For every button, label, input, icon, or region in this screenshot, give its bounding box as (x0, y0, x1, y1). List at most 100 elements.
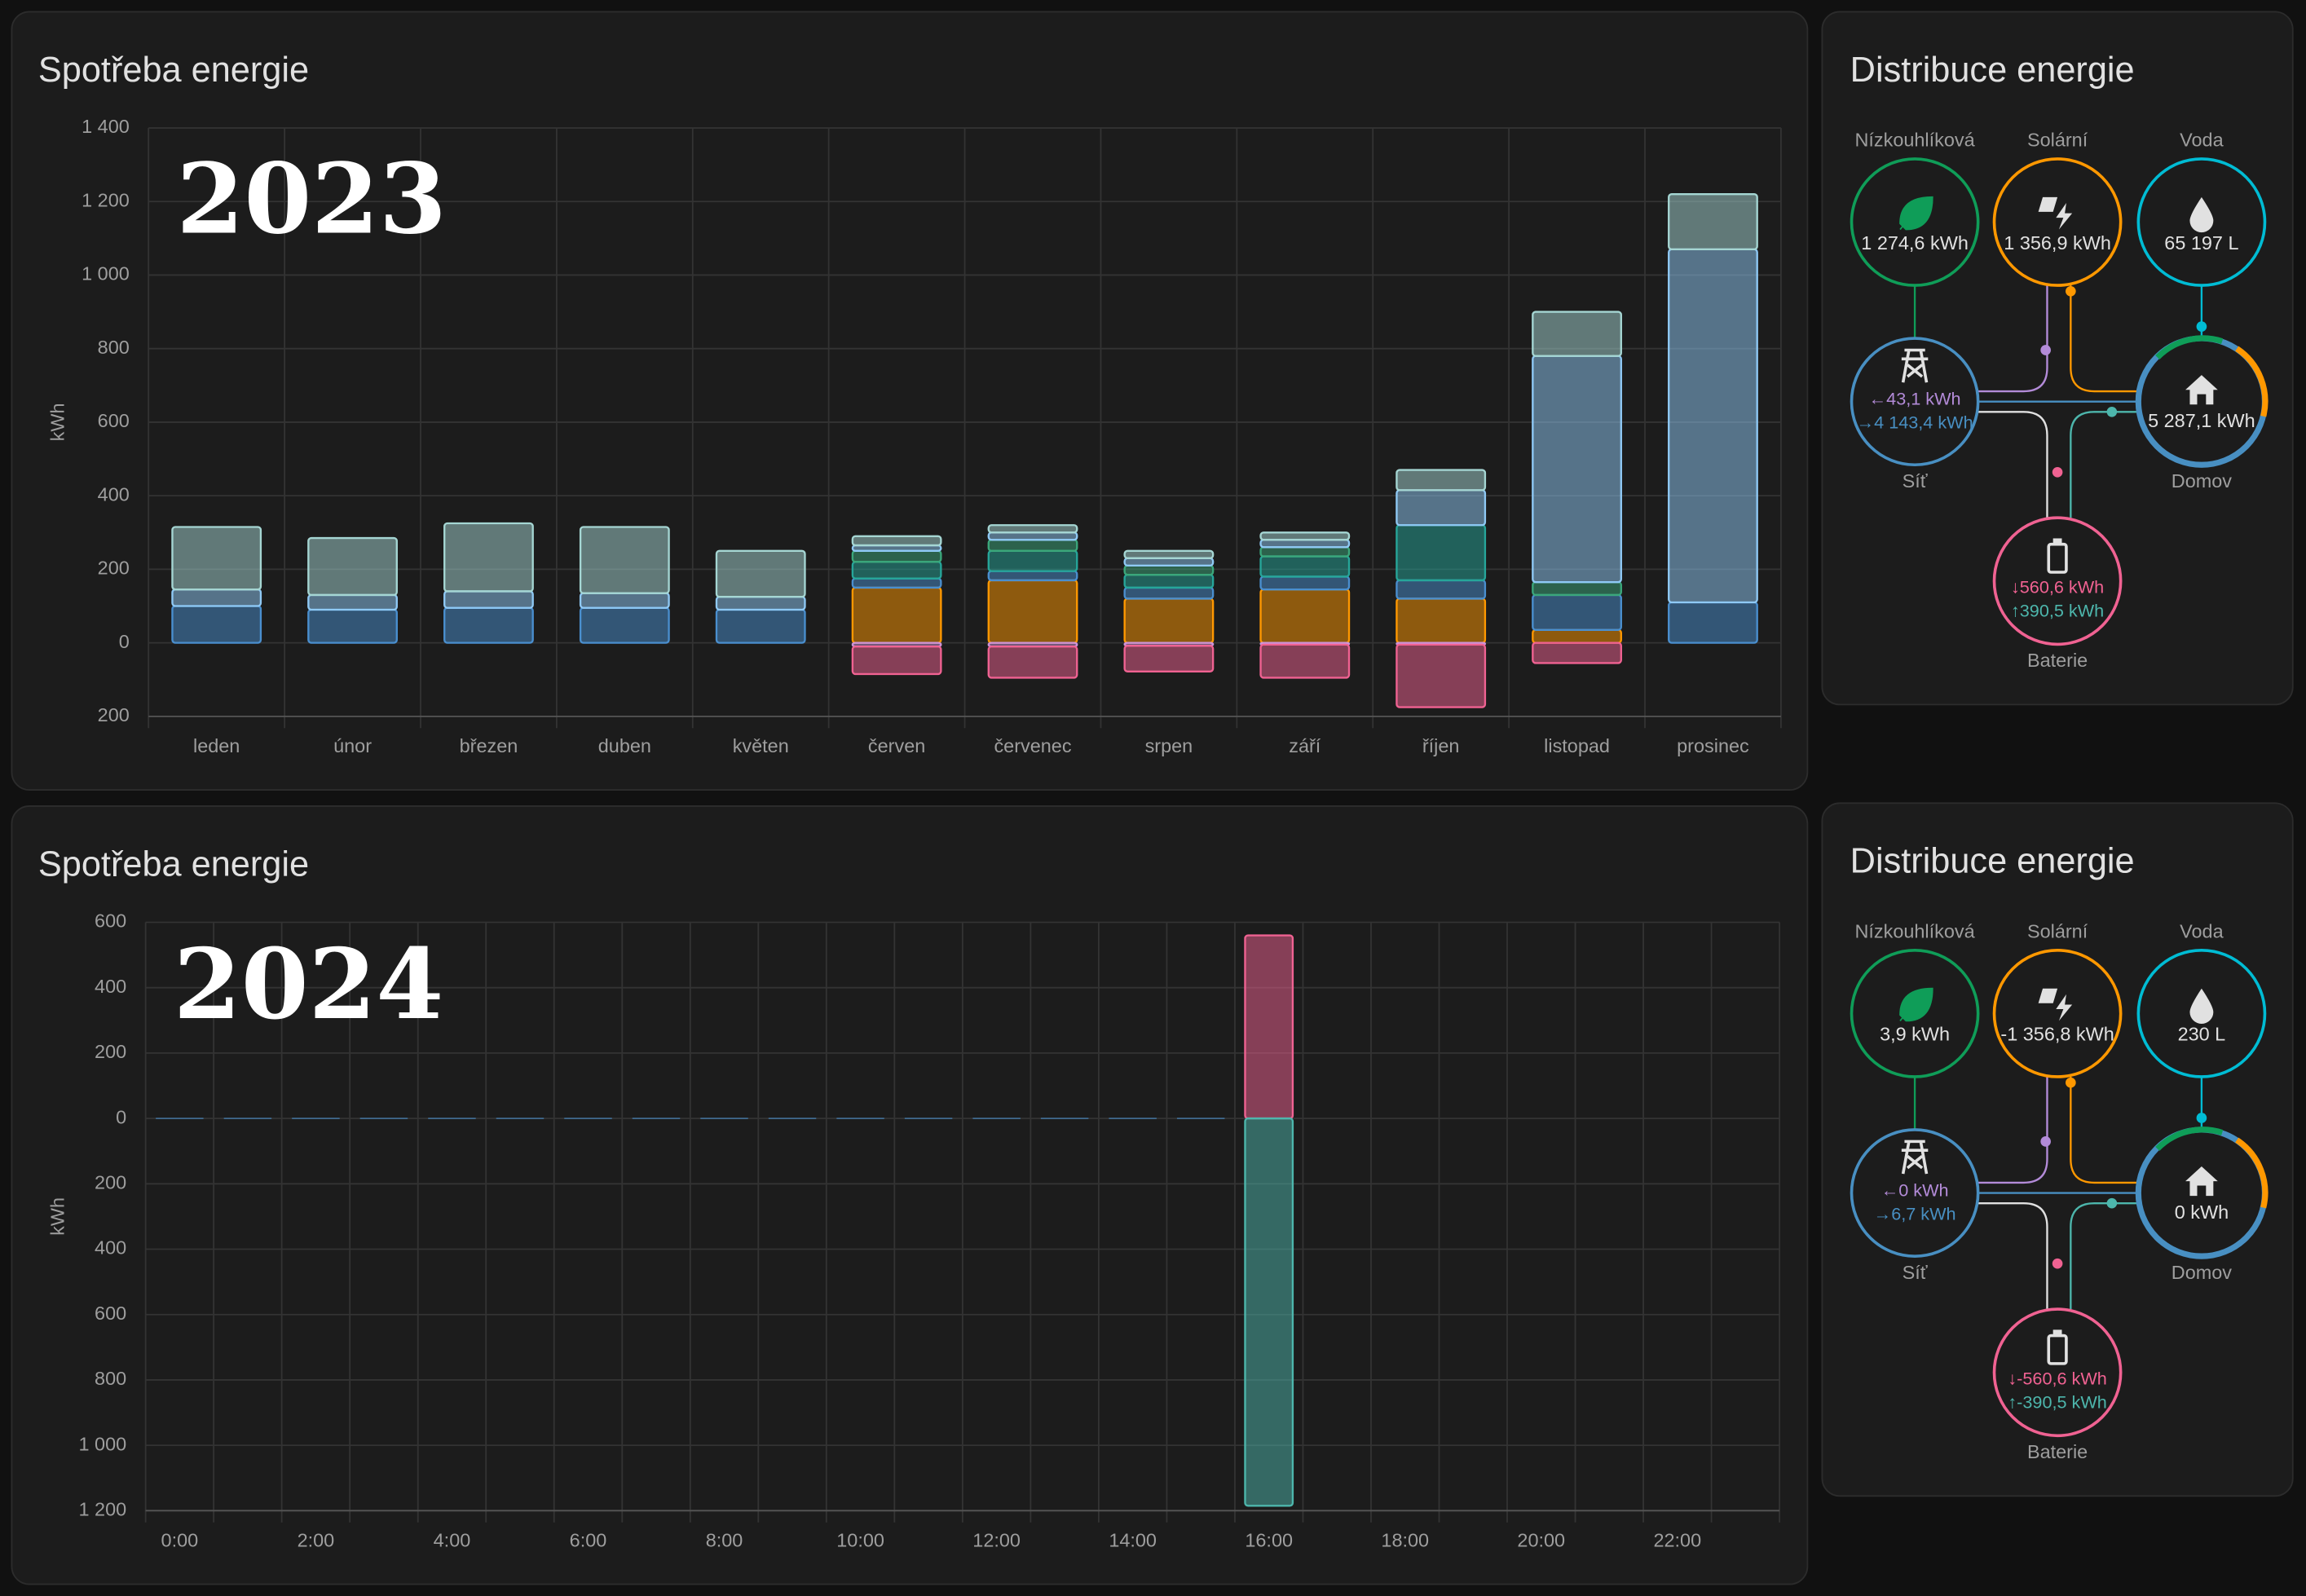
bar-segment (1668, 601, 1758, 644)
node-value: 1 274,6 kWh (1861, 232, 1969, 254)
y-axis-label: kWh (46, 1197, 68, 1236)
grid-return: ←43,1 kWh (1869, 389, 1961, 409)
bar-segment (171, 589, 262, 607)
bar-segment (1244, 934, 1294, 1120)
year-annotation: 2023 (177, 142, 447, 256)
flow-dot (2040, 345, 2051, 355)
x-tick-label: 18:00 (1381, 1529, 1429, 1550)
bar-segment (987, 570, 1078, 582)
x-tick-label: srpen (1145, 735, 1193, 756)
card-title: Distribuce energie (1850, 842, 2135, 881)
bar-segment (1259, 589, 1351, 644)
bar-segment (1532, 628, 1622, 644)
grid-return: ←0 kWh (1881, 1179, 1949, 1200)
node-label: Solární (2027, 129, 2088, 150)
bar-segment (1123, 549, 1215, 560)
x-tick-label: leden (193, 735, 240, 756)
x-tick-label: 0:00 (161, 1529, 199, 1550)
chart-title: Spotřeba energie (38, 51, 309, 90)
bar-segment (715, 549, 806, 598)
flow-line (1978, 411, 2048, 518)
battery-out: ↓-560,6 kWh (2008, 1368, 2106, 1388)
home-arc (2235, 1137, 2269, 1209)
y-tick-label: 600 (95, 1303, 126, 1324)
node-label: Nízkouhlíková (1854, 920, 1975, 941)
bar-segment (579, 606, 670, 644)
bar-segment (1259, 531, 1351, 541)
bar-segment (987, 539, 1078, 552)
x-tick-label: 12:00 (972, 1529, 1021, 1550)
bar-segment (579, 592, 670, 609)
x-tick-label: 4:00 (434, 1529, 471, 1550)
x-tick-label: 16:00 (1245, 1529, 1293, 1550)
node-value: 5 287,1 kWh (2148, 410, 2255, 431)
grid-icon (1901, 1140, 1929, 1175)
bar-segment (715, 596, 806, 611)
bar-segment (1396, 524, 1487, 582)
y-tick-label: 400 (98, 483, 130, 505)
bar-segment (987, 531, 1078, 541)
flow-line (1978, 1076, 2048, 1184)
node-value: 1 356,9 kWh (2004, 232, 2111, 254)
bar-segment (307, 593, 398, 611)
x-tick-label: únor (333, 735, 372, 756)
node-circle (1850, 1128, 1980, 1258)
y-tick-label: 1 200 (82, 189, 130, 210)
y-tick-label: 200 (95, 1041, 126, 1062)
year-annotation: 2024 (174, 928, 443, 1042)
bar-segment (1123, 597, 1215, 644)
distribution-card: Distribuce energie Nízkouhlíková Solární Vo… (1821, 11, 2294, 706)
flow-dot (2052, 1258, 2063, 1269)
node-label: Domov (2172, 470, 2233, 492)
node-label: Nízkouhlíková (1854, 129, 1975, 150)
battery-in: ↑-390,5 kWh (2008, 1391, 2106, 1412)
bar-segment (171, 605, 262, 644)
x-tick-label: říjen (1422, 735, 1460, 756)
y-tick-label: 600 (98, 410, 130, 431)
bar-segment (171, 526, 262, 591)
grid-consumption: →4 143,4 kWh (1857, 412, 1973, 432)
x-tick-label: prosinec (1677, 735, 1749, 756)
flow-dot (2066, 285, 2076, 297)
y-tick-label: 1 000 (79, 1433, 127, 1454)
node-label: Baterie (2027, 1441, 2088, 1462)
y-tick-label: 0 (119, 631, 130, 652)
x-tick-label: 14:00 (1109, 1529, 1157, 1550)
bar-segment (443, 590, 534, 609)
chart-title: Spotřeba energie (38, 844, 309, 884)
y-tick-label: 1 000 (82, 263, 130, 284)
x-tick-label: červenec (994, 735, 1071, 756)
home-arc (2155, 335, 2224, 360)
bar-segment (307, 536, 398, 597)
bar-segment (579, 526, 670, 594)
card-title: Distribuce energie (1850, 51, 2135, 90)
y-tick-label: 800 (95, 1368, 126, 1389)
battery-in: ↑390,5 kWh (2011, 600, 2104, 620)
flow-dot (2052, 466, 2063, 478)
flow-dot (2106, 406, 2118, 417)
node-circle (1992, 157, 2123, 287)
bar-segment (1396, 469, 1487, 492)
bar-segment (851, 645, 942, 676)
bar-segment (1396, 597, 1487, 644)
x-tick-label: 6:00 (570, 1529, 607, 1550)
node-value: 230 L (2178, 1024, 2226, 1045)
bar-segment (1259, 643, 1351, 679)
x-tick-label: září (1289, 735, 1321, 756)
x-tick-label: březen (460, 735, 518, 756)
node-circle (1850, 337, 1980, 467)
x-tick-label: 22:00 (1653, 1529, 1701, 1550)
y-tick-label: 1 400 (82, 116, 130, 137)
node-label: Síť (1903, 1262, 1928, 1283)
node-label: Solární (2027, 920, 2088, 941)
node-circle (1992, 948, 2123, 1078)
bar-segment (443, 606, 534, 644)
node-value: -1 356,8 kWh (2000, 1024, 2114, 1045)
bar-segment (851, 535, 942, 547)
battery-out: ↓560,6 kWh (2011, 577, 2104, 597)
chart-card (11, 805, 1809, 1585)
node-circle (1992, 1307, 2123, 1438)
water-icon (2189, 196, 2214, 233)
x-tick-label: duben (598, 735, 651, 756)
x-tick-label: 20:00 (1517, 1529, 1565, 1550)
